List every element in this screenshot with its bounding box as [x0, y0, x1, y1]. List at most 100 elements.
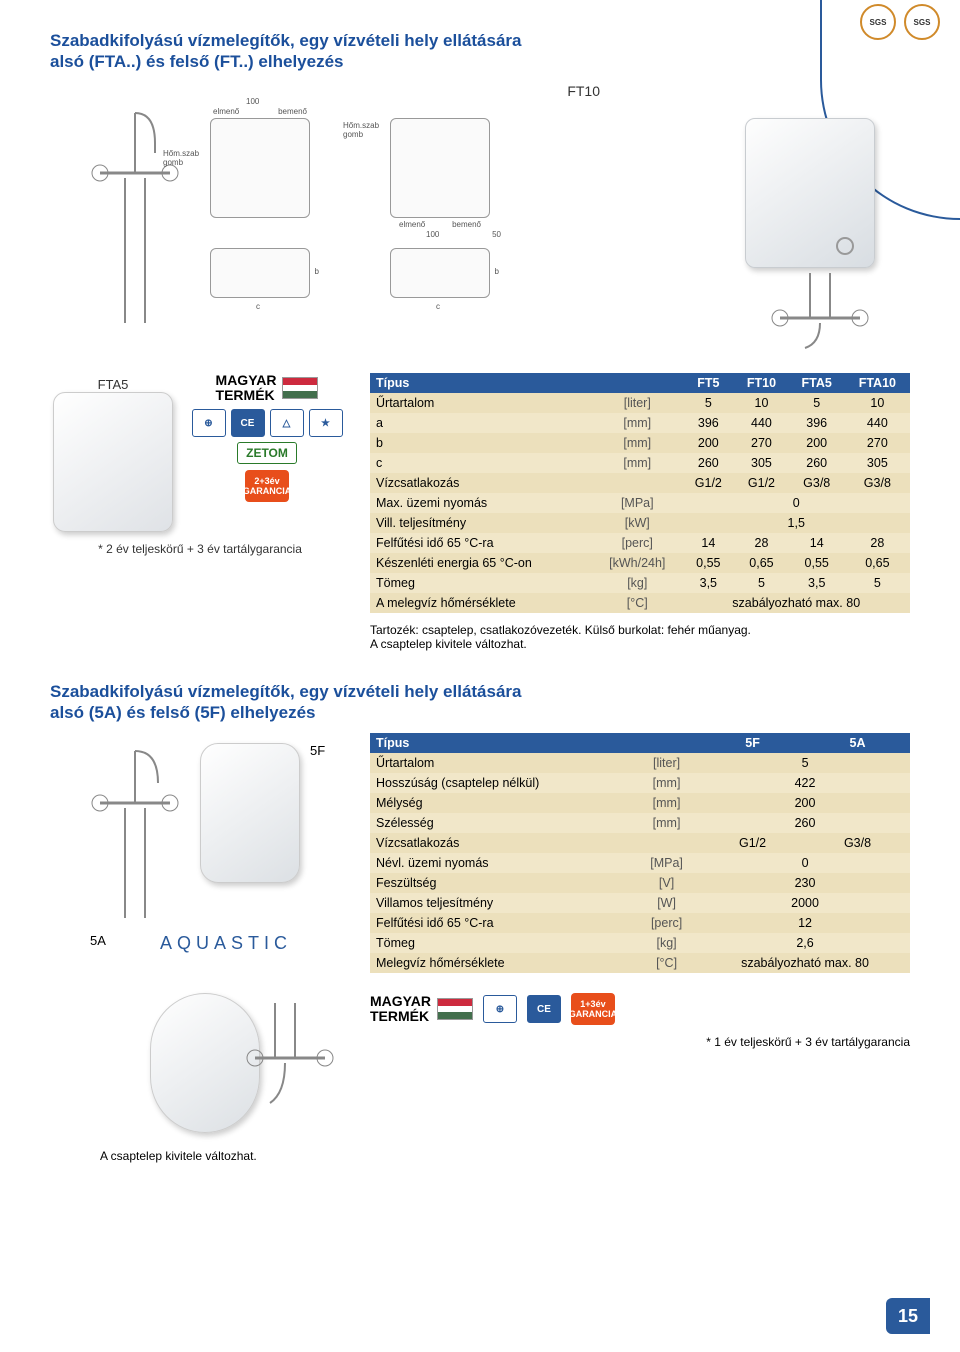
table-cell: [mm]: [633, 793, 700, 813]
table-cell: Max. üzemi nyomás: [370, 493, 592, 513]
aquastic-logo: AQUASTIC: [160, 933, 292, 954]
table-row: A melegvíz hőmérséklete[°C]szabályozható…: [370, 593, 910, 613]
faucet-icon: [80, 743, 190, 923]
table-cell: 3,5: [789, 573, 845, 593]
table-row: Vill. teljesítmény[kW]1,5: [370, 513, 910, 533]
label-5a: 5A: [90, 933, 106, 948]
table-row: Feszültség[V]230: [370, 873, 910, 893]
table-cell: 28: [845, 533, 910, 553]
section-1-title: Szabadkifolyású vízmelegítők, egy vízvét…: [50, 30, 910, 73]
table-cell: 3,5: [682, 573, 734, 593]
table-cell: [°C]: [633, 953, 700, 973]
table-cell: 270: [734, 433, 789, 453]
table-header-cell: FT10: [734, 373, 789, 393]
section-1-left-col: FTA5 MAGYAR TERMÉK ⊕ CE △ ★: [50, 373, 350, 556]
table-cell: 14: [789, 533, 845, 553]
table-cell: b: [370, 433, 592, 453]
cert-badges: SGS SGS: [860, 4, 940, 40]
product-photo-ft10: [745, 118, 875, 268]
schematic-label: 100: [426, 230, 439, 239]
section-2-right: Típus5F5AŰrtartalom[liter]5Hosszúság (cs…: [370, 733, 910, 1153]
section-1: Szabadkifolyású vízmelegítők, egy vízvét…: [50, 30, 910, 651]
table-row: Készenléti energia 65 °C-on[kWh/24h]0,55…: [370, 553, 910, 573]
schematic-tray-left: c b: [210, 248, 310, 298]
schematic-label: 50: [492, 230, 501, 239]
table-cell: 230: [700, 873, 910, 893]
faucet-icon: [80, 103, 190, 333]
table-row: Melegvíz hőmérséklete[°C]szabályozható m…: [370, 953, 910, 973]
schematic-area: FT10 elmenő bemenő Hőm.szab gomb 100 Hőm…: [50, 83, 910, 363]
table-cell: szabályozható max. 80: [682, 593, 910, 613]
page-number: 15: [886, 1298, 930, 1334]
table-row: b[mm]200270200270: [370, 433, 910, 453]
table-cell: [liter]: [592, 393, 682, 413]
table-cell: 0,55: [682, 553, 734, 573]
table-cell: a: [370, 413, 592, 433]
faucet-note: A csaptelep kivitele változhat.: [100, 1149, 257, 1163]
table-cell: A melegvíz hőmérséklete: [370, 593, 592, 613]
garancia-badge: 2+3év GARANCIA: [245, 470, 289, 502]
table-cell: Készenléti energia 65 °C-on: [370, 553, 592, 573]
table-cell: 5: [734, 573, 789, 593]
table-cell: [perc]: [592, 533, 682, 553]
table-cell: Hosszúság (csaptelep nélkül): [370, 773, 633, 793]
table-row: Névl. üzemi nyomás[MPa]0: [370, 853, 910, 873]
table-row: Tömeg[kg]3,553,55: [370, 573, 910, 593]
schematic-label: b: [495, 267, 499, 276]
table-1-wrap: TípusFT5FT10FTA5FTA10Űrtartalom[liter]51…: [370, 373, 910, 651]
schematic-label: Hőm.szab gomb: [343, 121, 379, 139]
table-cell: 0: [682, 493, 910, 513]
schematic-tray-right: c b: [390, 248, 490, 298]
table-cell: [mm]: [592, 453, 682, 473]
table-row: Mélység[mm]200: [370, 793, 910, 813]
section-2-title: Szabadkifolyású vízmelegítők, egy vízvét…: [50, 681, 910, 724]
product-photo-fta5: [53, 392, 173, 532]
table-row: VízcsatlakozásG1/2G3/8: [370, 833, 910, 853]
cert-badge-icon: ★: [309, 409, 343, 437]
table-row: Szélesség[mm]260: [370, 813, 910, 833]
table-cell: [MPa]: [592, 493, 682, 513]
section-2-left: 5F 5A AQUASTIC A csaptelep kivitele vált…: [50, 733, 350, 1153]
table-cell: Szélesség: [370, 813, 633, 833]
table-cell: 440: [845, 413, 910, 433]
table-cell: G1/2: [682, 473, 734, 493]
table-cell: [633, 833, 700, 853]
sgs-badge-icon: SGS: [860, 4, 896, 40]
table-cell: 260: [789, 453, 845, 473]
table-header-cell: Típus: [370, 373, 592, 393]
table-cell: G3/8: [805, 833, 910, 853]
table-row: Űrtartalom[liter]5: [370, 753, 910, 773]
magyar-termek-badge: MAGYAR TERMÉK: [370, 994, 473, 1025]
table-cell: [592, 473, 682, 493]
table-cell: [kg]: [633, 933, 700, 953]
table-cell: 200: [700, 793, 910, 813]
table-cell: [liter]: [633, 753, 700, 773]
section-2-body: 5F 5A AQUASTIC A csaptelep kivitele vált…: [50, 733, 910, 1153]
schematic-label: 100: [246, 97, 259, 106]
table-cell: szabályozható max. 80: [700, 953, 910, 973]
table-row: c[mm]260305260305: [370, 453, 910, 473]
table-cell: 305: [845, 453, 910, 473]
aquastic-text: AQUASTIC: [160, 933, 292, 953]
table-header-cell: FTA5: [789, 373, 845, 393]
table-cell: 14: [682, 533, 734, 553]
logos-column: MAGYAR TERMÉK ⊕ CE △ ★ ZETOM 2+3év GARAN…: [187, 373, 347, 503]
table-row: Max. üzemi nyomás[MPa]0: [370, 493, 910, 513]
label-5f: 5F: [310, 743, 325, 758]
schematic-label: elmenő: [213, 107, 239, 116]
faucet-icon: [245, 1003, 355, 1123]
table-cell: Melegvíz hőmérséklete: [370, 953, 633, 973]
page: SGS SGS Szabadkifolyású vízmelegítők, eg…: [0, 0, 960, 1352]
sgs-badge-icon: SGS: [904, 4, 940, 40]
table-cell: 200: [789, 433, 845, 453]
table-cell: 5: [845, 573, 910, 593]
table-header-cell: 5A: [805, 733, 910, 753]
table-cell: Villamos teljesítmény: [370, 893, 633, 913]
table-cell: Űrtartalom: [370, 393, 592, 413]
table-cell: G3/8: [845, 473, 910, 493]
warranty-footnote-2: * 1 év teljeskörű + 3 év tartálygarancia: [370, 1035, 910, 1049]
table-row: a[mm]396440396440: [370, 413, 910, 433]
table-row: Tömeg[kg]2,6: [370, 933, 910, 953]
table-cell: 305: [734, 453, 789, 473]
table-cell: [perc]: [633, 913, 700, 933]
